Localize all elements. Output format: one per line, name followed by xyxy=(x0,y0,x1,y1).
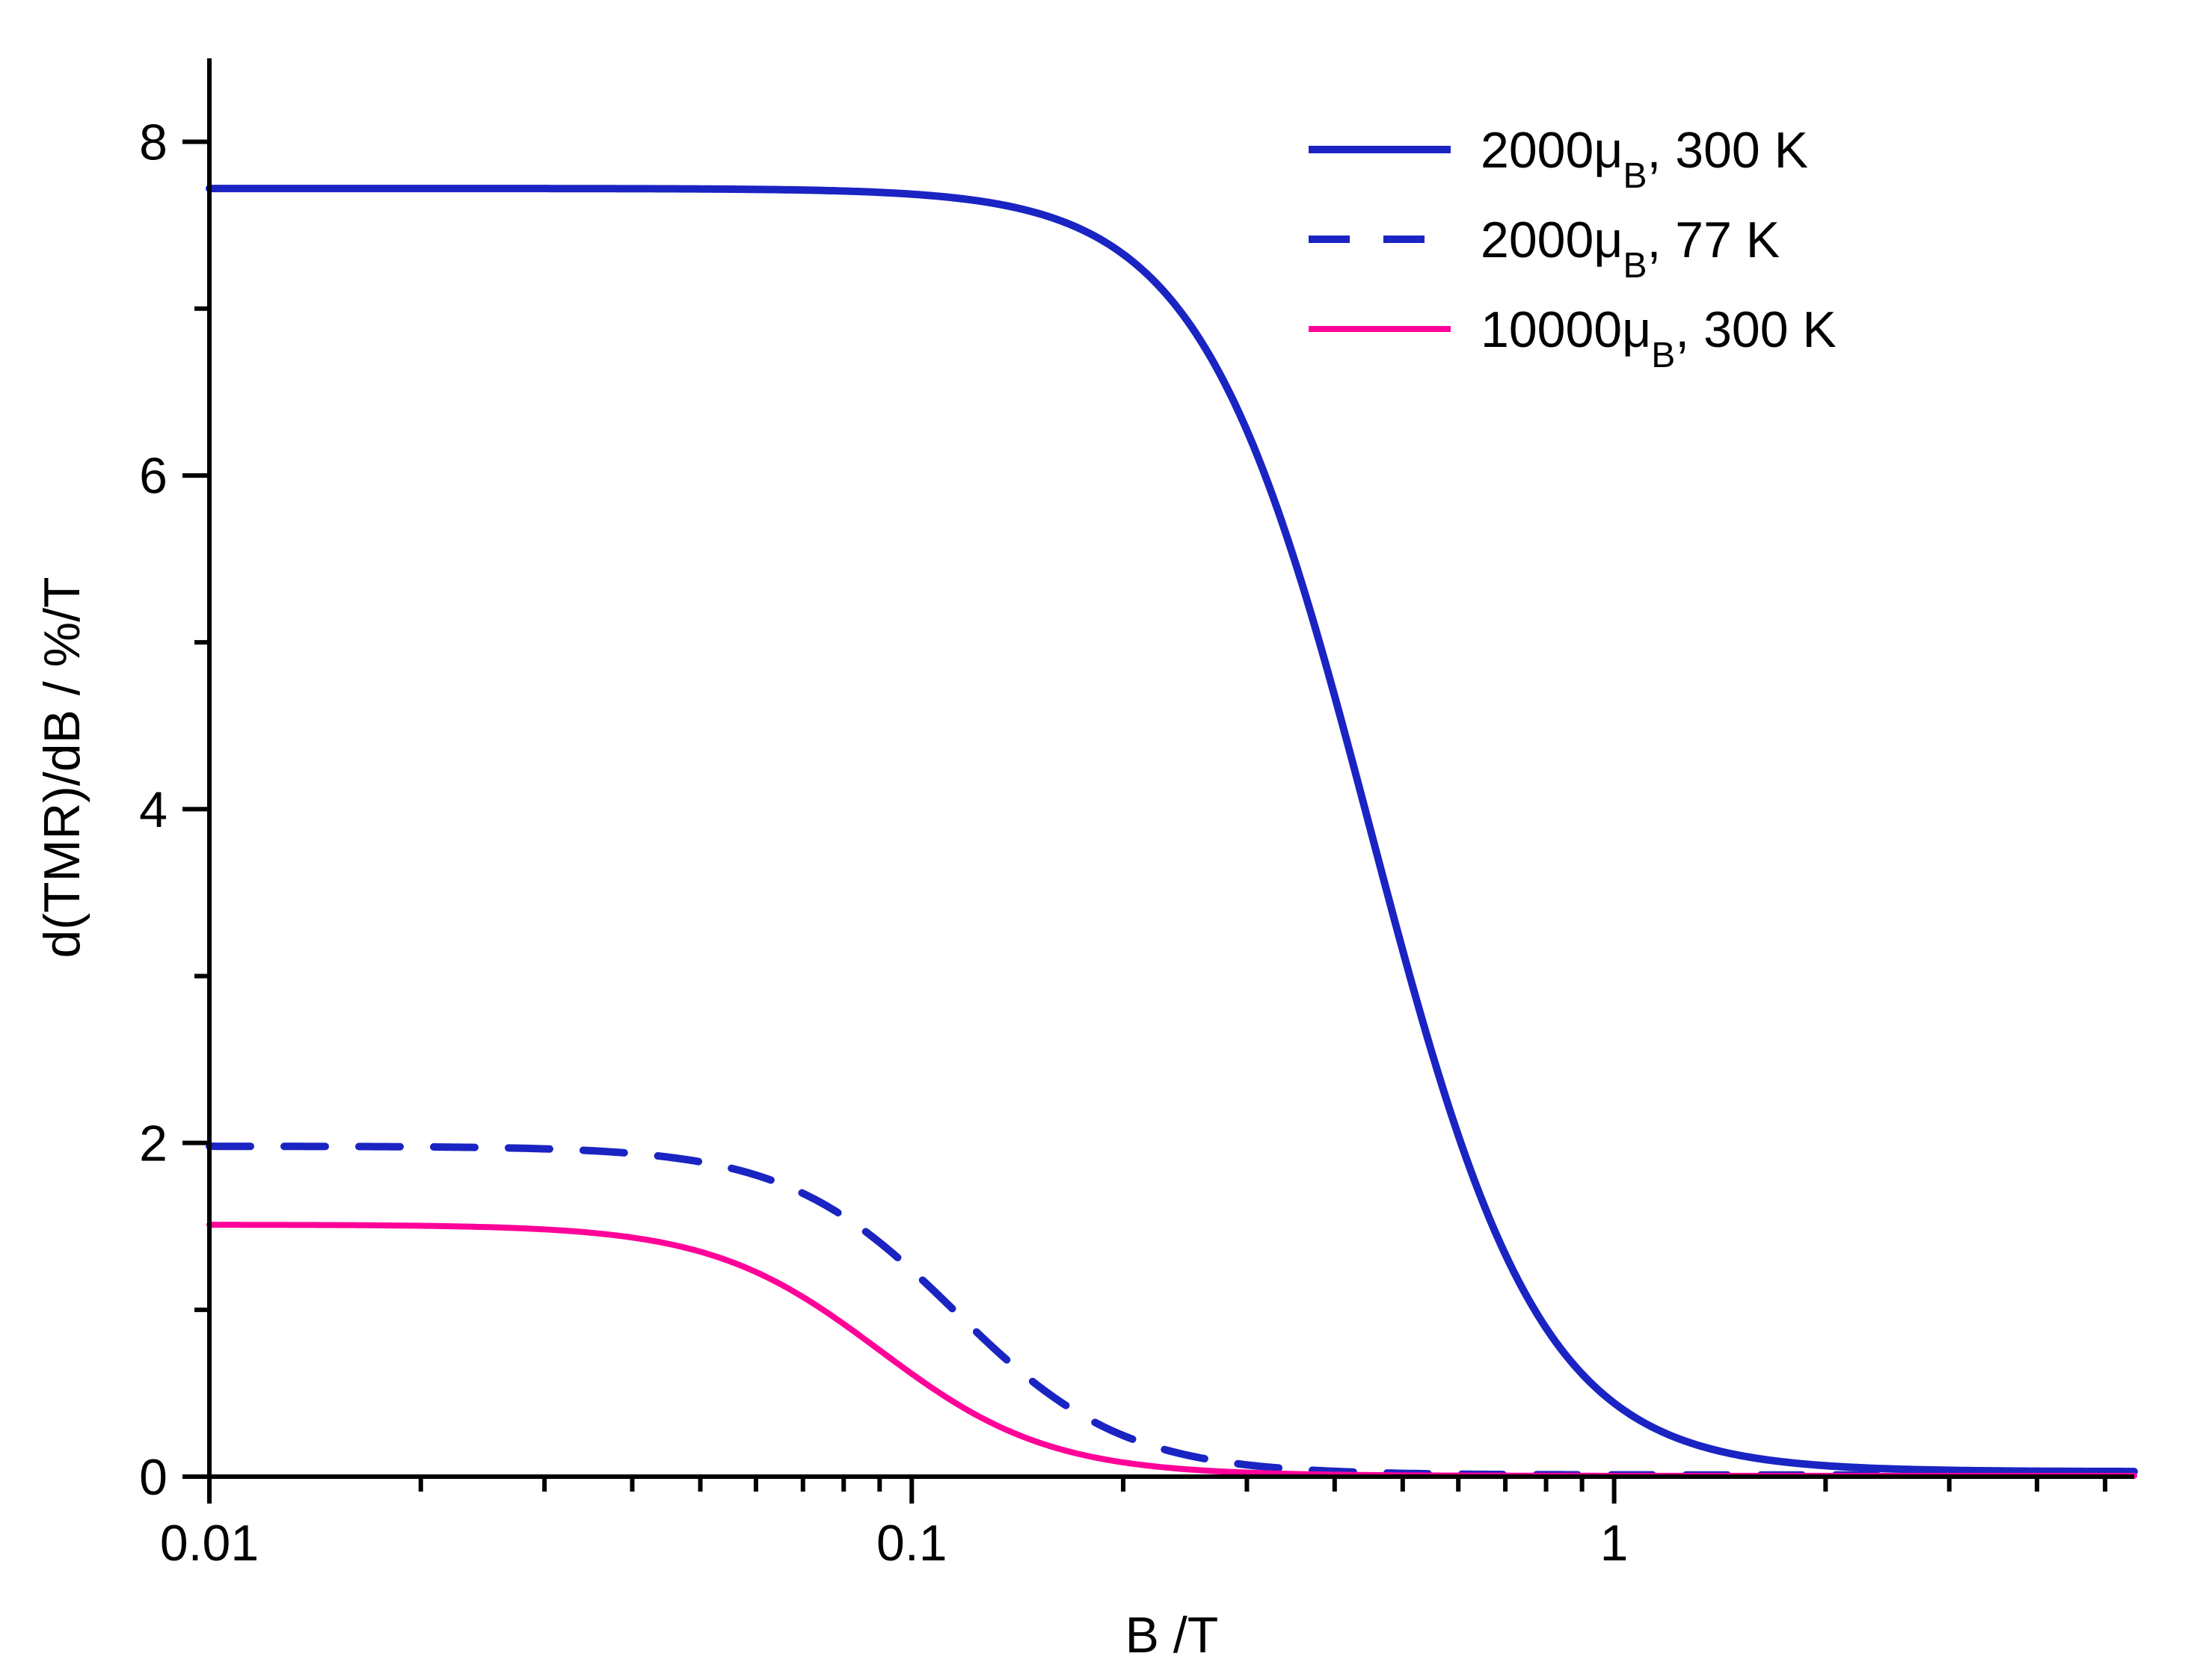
y-tick-label: 2 xyxy=(139,1115,168,1172)
y-axis-label: d(TMR)/dB / %/T xyxy=(34,576,90,958)
legend-label-sub: B xyxy=(1623,245,1647,285)
y-tick-label: 6 xyxy=(139,448,168,505)
x-tick-label: 1 xyxy=(1600,1515,1629,1572)
legend-label-sub: B xyxy=(1651,335,1675,375)
x-axis-label: B /T xyxy=(1125,1607,1219,1664)
x-tick-label: 0.1 xyxy=(876,1515,947,1572)
x-tick-label: 0.01 xyxy=(160,1515,259,1572)
chart-svg: 0.010.11B /T02468d(TMR)/dB / %/T 2000μB,… xyxy=(0,0,2188,1680)
y-tick-label: 0 xyxy=(139,1449,168,1506)
legend-label-post: , 77 K xyxy=(1647,212,1780,268)
legend-label-pre: 2000μ xyxy=(1481,212,1623,268)
legend-label-post: , 300 K xyxy=(1675,301,1837,358)
chart-bg xyxy=(0,0,2188,1680)
legend-label-post: , 300 K xyxy=(1647,122,1808,179)
legend-label-pre: 2000μ xyxy=(1481,122,1623,179)
legend-label-sub: B xyxy=(1623,156,1647,195)
legend-label-pre: 10000μ xyxy=(1481,301,1651,358)
y-tick-label: 4 xyxy=(139,781,168,838)
y-tick-label: 8 xyxy=(139,114,168,170)
chart-container: 0.010.11B /T02468d(TMR)/dB / %/T 2000μB,… xyxy=(0,0,2188,1680)
